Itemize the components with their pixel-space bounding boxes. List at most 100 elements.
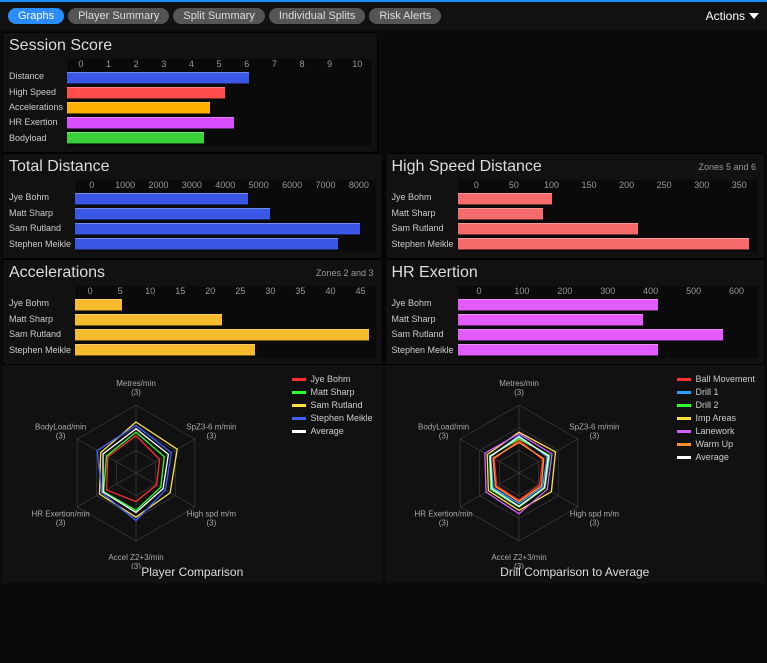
svg-text:BodyLoad/min: BodyLoad/min	[35, 422, 86, 431]
tab-graphs[interactable]: Graphs	[8, 8, 64, 24]
axis-tick: 600	[715, 286, 758, 296]
svg-text:High spd m/m: High spd m/m	[569, 510, 619, 519]
axis-tick: 25	[225, 286, 255, 296]
bar	[458, 344, 658, 356]
panel-title: HR Exertion	[392, 264, 759, 282]
axis-label: Distance	[9, 72, 63, 81]
legend-swatch	[292, 378, 306, 381]
svg-text:Metres/min: Metres/min	[116, 379, 156, 388]
legend-label: Lanework	[695, 425, 734, 438]
legend-swatch	[292, 417, 306, 420]
axis-tick: 200	[608, 180, 646, 190]
axis-tick: 6	[233, 59, 261, 69]
axis-tick: 1	[95, 59, 123, 69]
axis-tick: 15	[165, 286, 195, 296]
panel-accelerations: Accelerations Zones 2 and 3 Jye BohmMatt…	[2, 259, 383, 365]
legend: Ball MovementDrill 1Drill 2Imp AreasLane…	[677, 369, 761, 569]
legend-label: Drill 1	[695, 386, 718, 399]
svg-text:(3): (3)	[589, 431, 599, 440]
tab-risk-alerts[interactable]: Risk Alerts	[369, 8, 441, 24]
axis-tick: 400	[629, 286, 672, 296]
legend-item: Drill 1	[677, 386, 755, 399]
legend-item: Average	[677, 451, 755, 464]
legend-item: Jye Bohm	[292, 373, 372, 386]
svg-text:Accel Z2+3/min: Accel Z2+3/min	[491, 553, 546, 562]
svg-text:HR Exertion/min: HR Exertion/min	[31, 510, 89, 519]
axis-label: Matt Sharp	[9, 209, 71, 218]
axis-label: Sam Rutland	[9, 224, 71, 233]
axis-tick: 20	[195, 286, 225, 296]
axis-tick: 8	[288, 59, 316, 69]
axis-label: HR Exertion	[9, 118, 63, 127]
bar	[67, 117, 234, 129]
chevron-down-icon	[749, 13, 759, 19]
legend-label: Matt Sharp	[310, 386, 354, 399]
axis-tick: 1000	[108, 180, 141, 190]
bar	[67, 87, 225, 99]
bar	[75, 344, 255, 356]
actions-menu[interactable]: Actions	[706, 9, 759, 23]
axis-tick: 500	[672, 286, 715, 296]
legend-swatch	[677, 430, 691, 433]
axis-label: Stephen Meikle	[9, 346, 71, 355]
panel-subtitle: Zones 5 and 6	[698, 162, 756, 172]
svg-text:Accel Z2+3/min: Accel Z2+3/min	[108, 553, 163, 562]
axis-tick: 200	[543, 286, 586, 296]
legend-label: Sam Rutland	[310, 399, 362, 412]
legend-swatch	[292, 404, 306, 407]
axis-tick: 10	[343, 59, 371, 69]
legend-swatch	[292, 391, 306, 394]
svg-text:Metres/min: Metres/min	[499, 379, 539, 388]
bar	[458, 223, 638, 235]
axis-tick: 300	[586, 286, 629, 296]
axis-tick: 2	[122, 59, 150, 69]
axis-label: Stephen Meikle	[392, 346, 454, 355]
axis-label: Matt Sharp	[9, 315, 71, 324]
axis-tick: 40	[315, 286, 345, 296]
panel-title: Total Distance	[9, 158, 376, 176]
axis-tick: 150	[570, 180, 608, 190]
axis-tick: 2000	[142, 180, 175, 190]
axis-tick: 7000	[309, 180, 342, 190]
svg-text:(3): (3)	[56, 519, 66, 528]
tab-player-summary[interactable]: Player Summary	[68, 8, 169, 24]
svg-text:BodyLoad/min: BodyLoad/min	[418, 422, 469, 431]
tab-split-summary[interactable]: Split Summary	[173, 8, 265, 24]
bar	[75, 193, 248, 205]
bar	[75, 314, 222, 326]
bar	[458, 314, 643, 326]
tab-bar: GraphsPlayer SummarySplit SummaryIndivid…	[0, 0, 767, 30]
svg-text:(3): (3)	[206, 519, 216, 528]
axis-label: Jye Bohm	[392, 193, 454, 202]
tab-individual-splits[interactable]: Individual Splits	[269, 8, 365, 24]
legend-item: Drill 2	[677, 399, 755, 412]
axis-tick: 100	[533, 180, 571, 190]
bar	[75, 299, 122, 311]
legend-swatch	[677, 391, 691, 394]
svg-text:HR Exertion/min: HR Exertion/min	[414, 510, 472, 519]
legend-label: Average	[310, 425, 343, 438]
bar	[75, 238, 338, 250]
legend: Jye BohmMatt SharpSam RutlandStephen Mei…	[292, 369, 378, 569]
axis-tick: 8000	[342, 180, 375, 190]
axis-label: Matt Sharp	[392, 209, 454, 218]
legend-label: Stephen Meikle	[310, 412, 372, 425]
bar	[458, 208, 544, 220]
legend-item: Stephen Meikle	[292, 412, 372, 425]
legend-swatch	[292, 430, 306, 433]
axis-tick: 9	[316, 59, 344, 69]
panel-total-distance: Total Distance Jye Bohm Matt Sharp Sam Rut…	[2, 153, 383, 259]
axis-tick: 3000	[175, 180, 208, 190]
axis-tick: 0	[75, 180, 108, 190]
axis-tick: 5	[105, 286, 135, 296]
svg-text:High spd m/m: High spd m/m	[187, 510, 237, 519]
legend-swatch	[677, 378, 691, 381]
svg-text:SpZ3-6 m/min: SpZ3-6 m/min	[569, 422, 619, 431]
axis-tick: 300	[683, 180, 721, 190]
axis-tick: 350	[720, 180, 758, 190]
axis-tick: 0	[75, 286, 105, 296]
axis-label: Matt Sharp	[392, 315, 454, 324]
bar	[67, 72, 249, 84]
axis-label: Jye Bohm	[9, 193, 71, 202]
panel-session-score: Session Score DistanceHigh SpeedAccelera…	[2, 32, 378, 153]
